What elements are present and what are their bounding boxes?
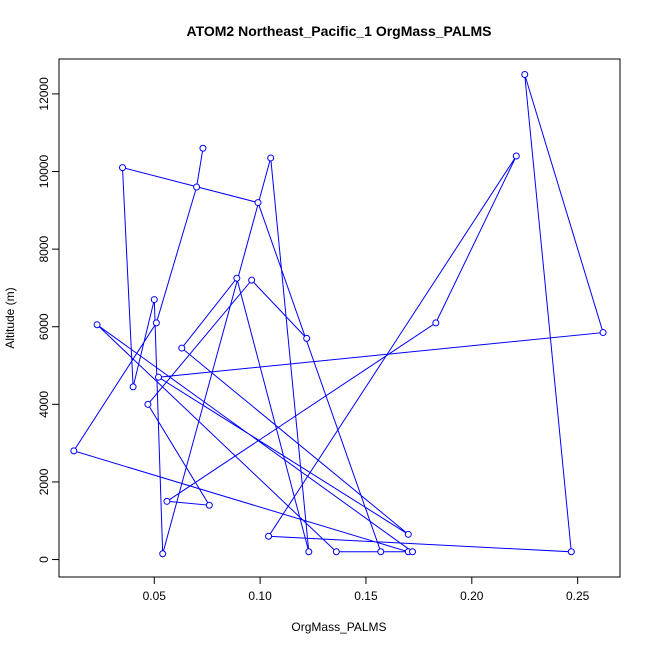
data-point [599,329,607,337]
data-point [154,373,162,381]
data-point [404,530,412,538]
data-point [377,548,385,556]
y-axis-label: Altitude (m) [3,287,17,348]
data-point [267,154,275,162]
data-point [409,548,417,556]
x-tick-label: 0.25 [566,589,590,603]
y-tick-label: 2000 [37,468,51,495]
data-point [129,383,137,391]
data-point [163,497,171,505]
data-point [150,296,158,304]
data-point [152,319,160,327]
data-point [119,164,127,172]
y-axis: 0 2000 4000 6000 8000 10000 12000 [37,77,60,563]
chart-title: ATOM2 Northeast_Pacific_1 OrgMass_PALMS [187,23,492,39]
data-point [521,71,529,79]
x-tick-label: 0.15 [354,589,378,603]
data-point [248,276,256,284]
data-point [193,183,201,191]
x-tick-label: 0.20 [460,589,484,603]
data-point [205,501,213,509]
data-point [159,550,167,558]
x-axis: 0.05 0.10 0.15 0.20 0.25 [143,576,590,603]
series-layer [70,71,607,558]
data-point [178,344,186,352]
series-line [73,74,604,554]
data-point [233,274,241,282]
y-tick-label: 8000 [37,235,51,262]
y-tick-label: 4000 [37,391,51,418]
data-point [70,447,78,455]
data-point [512,152,520,160]
y-tick-label: 10000 [37,155,51,189]
data-point [303,334,311,342]
data-point [567,548,575,556]
data-point [199,144,207,152]
y-tick-label: 0 [37,556,51,563]
data-point [93,321,101,329]
y-tick-label: 12000 [37,77,51,111]
y-tick-label: 6000 [37,313,51,340]
x-tick-label: 0.10 [248,589,272,603]
x-tick-label: 0.05 [143,589,167,603]
data-point [305,548,313,556]
data-point [432,319,440,327]
data-point [332,548,340,556]
data-point [254,199,262,207]
x-axis-label: OrgMass_PALMS [291,620,386,634]
data-point [144,400,152,408]
data-point [265,532,273,540]
